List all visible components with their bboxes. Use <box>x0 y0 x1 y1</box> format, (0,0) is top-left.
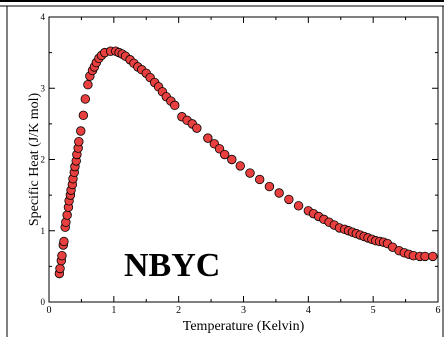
data-point <box>59 236 69 247</box>
data-point <box>83 79 93 90</box>
data-point <box>428 251 438 262</box>
y-tick-label: 2 <box>41 155 46 165</box>
x-tick-label: 4 <box>306 305 311 316</box>
y-tick-label: 4 <box>41 12 46 22</box>
data-point <box>80 94 91 104</box>
data-point <box>74 136 84 147</box>
data-point <box>203 133 213 143</box>
data-point <box>235 161 245 171</box>
data-point <box>245 168 255 178</box>
y-tick-label: 0 <box>41 297 46 307</box>
plot-frame <box>48 16 439 303</box>
axis-ticks <box>48 16 439 303</box>
data-point <box>255 174 265 185</box>
axis-tick-labels: 0 1 2 3 4 5 6 0 1 2 3 4 <box>41 12 441 316</box>
data-point <box>55 263 65 274</box>
y-tick-label: 3 <box>41 83 46 93</box>
data-point <box>76 126 86 136</box>
data-series <box>54 46 438 279</box>
data-point <box>78 110 89 121</box>
data-point <box>192 123 202 133</box>
data-point <box>284 194 294 205</box>
data-point <box>274 188 284 198</box>
annotation-label: NBYC <box>124 247 220 284</box>
y-axis-title: Specific Heat (J/K mol) <box>27 92 42 226</box>
data-point <box>170 100 180 111</box>
x-tick-label: 1 <box>111 305 116 316</box>
x-tick-label: 6 <box>436 305 441 316</box>
x-tick-label: 0 <box>47 305 52 316</box>
data-point <box>57 250 67 261</box>
data-point <box>62 210 72 220</box>
data-point <box>420 251 430 262</box>
x-tick-label: 5 <box>371 305 376 316</box>
x-tick-label: 2 <box>176 305 181 316</box>
data-point <box>219 149 230 160</box>
y-tick-label: 1 <box>41 226 46 236</box>
x-tick-label: 3 <box>241 305 246 316</box>
data-point <box>264 181 275 192</box>
data-point <box>293 201 304 211</box>
x-axis-title: Temperature (Kelvin) <box>183 319 305 334</box>
data-point <box>227 154 237 165</box>
